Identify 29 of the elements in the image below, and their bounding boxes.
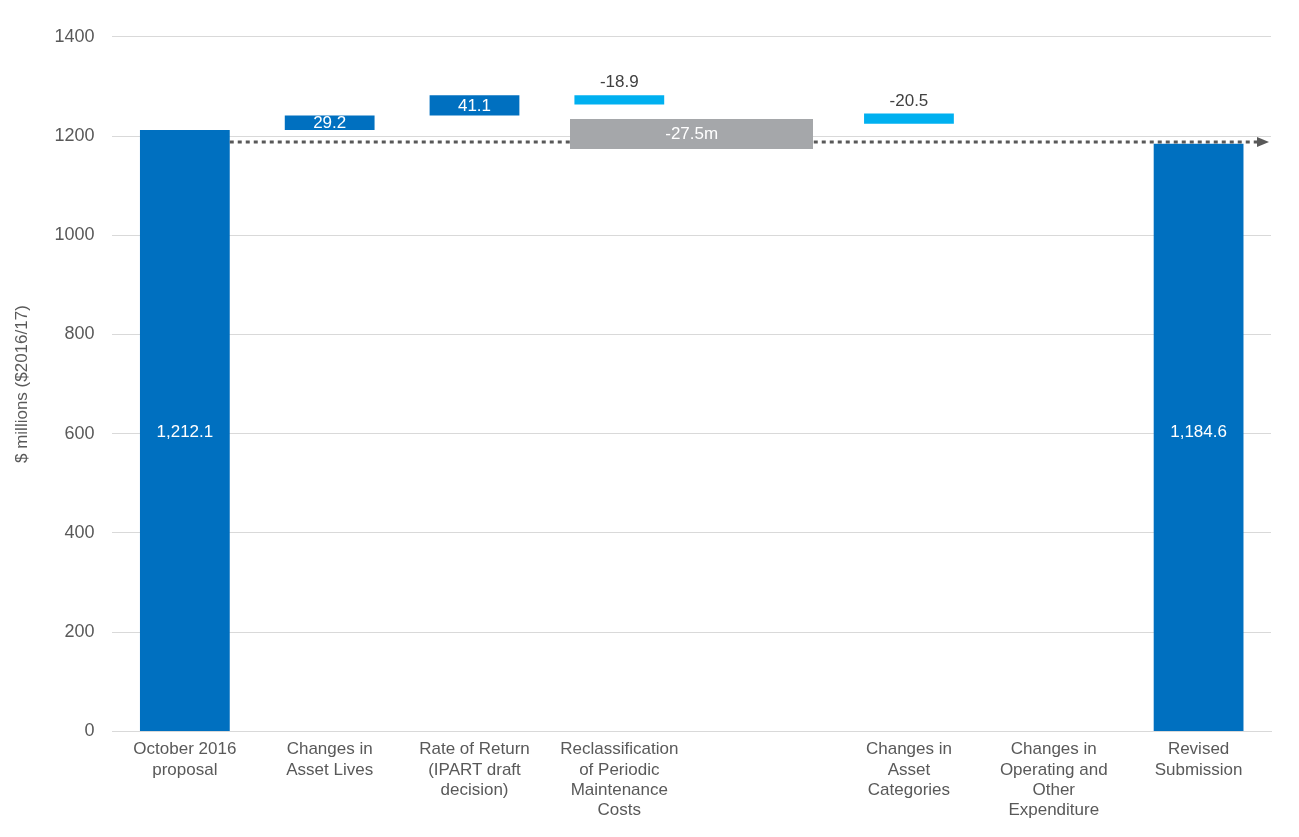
y-axis-title: $ millions ($2016/17) bbox=[11, 305, 31, 464]
y-tick-label: 800 bbox=[64, 323, 95, 344]
data-label: 1,212.1 bbox=[156, 422, 214, 442]
data-label: 29.2 bbox=[313, 113, 347, 133]
bar bbox=[139, 130, 230, 731]
bar bbox=[1153, 143, 1244, 731]
x-tick-label: Revised Submission bbox=[1154, 739, 1243, 779]
data-label: 1,184.6 bbox=[1170, 422, 1227, 442]
callout-box: -27.5m bbox=[570, 119, 814, 150]
data-label: -18.9 bbox=[599, 72, 639, 92]
y-tick-label: 600 bbox=[64, 422, 95, 443]
y-tick-label: 400 bbox=[64, 521, 95, 542]
y-tick-label: 0 bbox=[84, 720, 95, 741]
data-label: -20.5 bbox=[889, 90, 929, 110]
y-tick-label: 200 bbox=[64, 621, 95, 642]
x-tick-label: Changes in Asset Categories bbox=[865, 739, 952, 800]
y-tick-label: 1400 bbox=[54, 25, 95, 46]
annotation: -27.5m bbox=[665, 124, 719, 145]
x-tick-label: Changes in Asset Lives bbox=[286, 739, 374, 779]
x-tick-label: October 2016 proposal bbox=[133, 739, 237, 779]
x-tick-label: Changes in Operating and Other Expenditure bbox=[999, 739, 1108, 820]
bar bbox=[574, 95, 665, 105]
bar bbox=[429, 95, 520, 116]
x-tick-label: Rate of Return (IPART draft decision) bbox=[419, 739, 530, 800]
y-tick-label: 1200 bbox=[54, 125, 95, 145]
data-label: 41.1 bbox=[457, 96, 492, 116]
bar bbox=[864, 113, 954, 124]
x-tick-label: Reclassification of Periodic Maintenance Costs bbox=[560, 739, 679, 820]
y-tick-label: 1000 bbox=[54, 224, 95, 245]
